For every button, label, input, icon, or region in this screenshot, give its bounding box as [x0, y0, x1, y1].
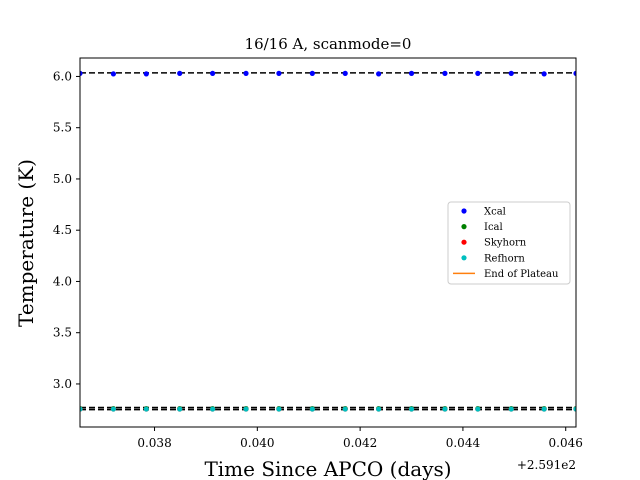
chart-title: 16/16 A, scanmode=0 [245, 35, 412, 53]
x-tick-label: 0.038 [137, 436, 171, 450]
refhorn-point [541, 406, 547, 412]
xcal-point [342, 70, 348, 76]
refhorn-point [309, 406, 315, 412]
x-axis-ticks: 0.038 0.040 0.042 0.044 0.046 [137, 427, 583, 450]
xcal-point [243, 70, 249, 76]
xcal-point [309, 70, 315, 76]
xcal-point [143, 71, 149, 77]
xcal-point [442, 70, 448, 76]
xcal-point [475, 70, 481, 76]
refhorn-point [243, 406, 249, 412]
refhorn-point [80, 406, 83, 412]
xcal-point [210, 70, 216, 76]
legend-label-xcal: Xcal [484, 207, 506, 218]
plot-marks [80, 70, 576, 412]
xcal-point [573, 70, 576, 76]
x-tick-label: 0.042 [343, 436, 377, 450]
legend-label-refhorn: Refhorn [484, 253, 525, 264]
refhorn-point [276, 406, 282, 412]
xcal-point [508, 70, 514, 76]
xcal-point [276, 70, 282, 76]
legend: Xcal Ical Skyhorn Refhorn End of Plateau [447, 201, 571, 285]
x-axis-offset-label: +2.591e2 [517, 458, 576, 472]
legend-marker-skyhorn [461, 239, 467, 245]
refhorn-point [342, 406, 348, 412]
xcal-point [110, 71, 117, 77]
refhorn-point [573, 406, 576, 412]
x-axis-label: Time Since APCO (days) [204, 457, 451, 480]
refhorn-point [475, 406, 481, 412]
legend-label-skyhorn: Skyhorn [484, 238, 527, 249]
y-axis-ticks: 3.0 3.5 4.0 4.5 5.0 5.5 6.0 [53, 69, 80, 391]
refhorn-point [442, 406, 448, 412]
xcal-point [177, 70, 183, 76]
y-tick-label: 4.0 [53, 274, 72, 288]
legend-marker-xcal [461, 208, 467, 214]
x-tick-label: 0.046 [549, 436, 583, 450]
refhorn-point [210, 406, 216, 412]
plot-frame [79, 57, 577, 428]
xcal-point [541, 71, 547, 77]
y-tick-label: 5.5 [53, 121, 72, 135]
legend-marker-ical [461, 224, 467, 230]
legend-label-ical: Ical [484, 222, 503, 233]
refhorn-point [508, 406, 514, 412]
x-tick-label: 0.044 [446, 436, 481, 450]
y-tick-label: 4.5 [53, 223, 72, 237]
y-axis-label: Temperature (K) [14, 159, 38, 327]
legend-box [447, 201, 571, 285]
x-tick-label: 0.040 [240, 436, 274, 450]
legend-label-end-of-plateau: End of Plateau [484, 269, 559, 280]
y-tick-label: 5.0 [53, 172, 72, 186]
y-tick-label: 6.0 [53, 69, 72, 83]
y-tick-label: 3.0 [53, 377, 72, 391]
refhorn-point [143, 406, 149, 412]
refhorn-point [376, 406, 382, 412]
refhorn-point [110, 406, 117, 412]
xcal-point [408, 70, 415, 76]
legend-marker-refhorn [461, 255, 467, 261]
y-tick-label: 3.5 [53, 326, 72, 340]
plot-area [80, 70, 576, 412]
refhorn-point [408, 406, 415, 412]
xcal-point [376, 71, 382, 77]
xcal-point [80, 70, 83, 76]
refhorn-point [177, 406, 183, 412]
